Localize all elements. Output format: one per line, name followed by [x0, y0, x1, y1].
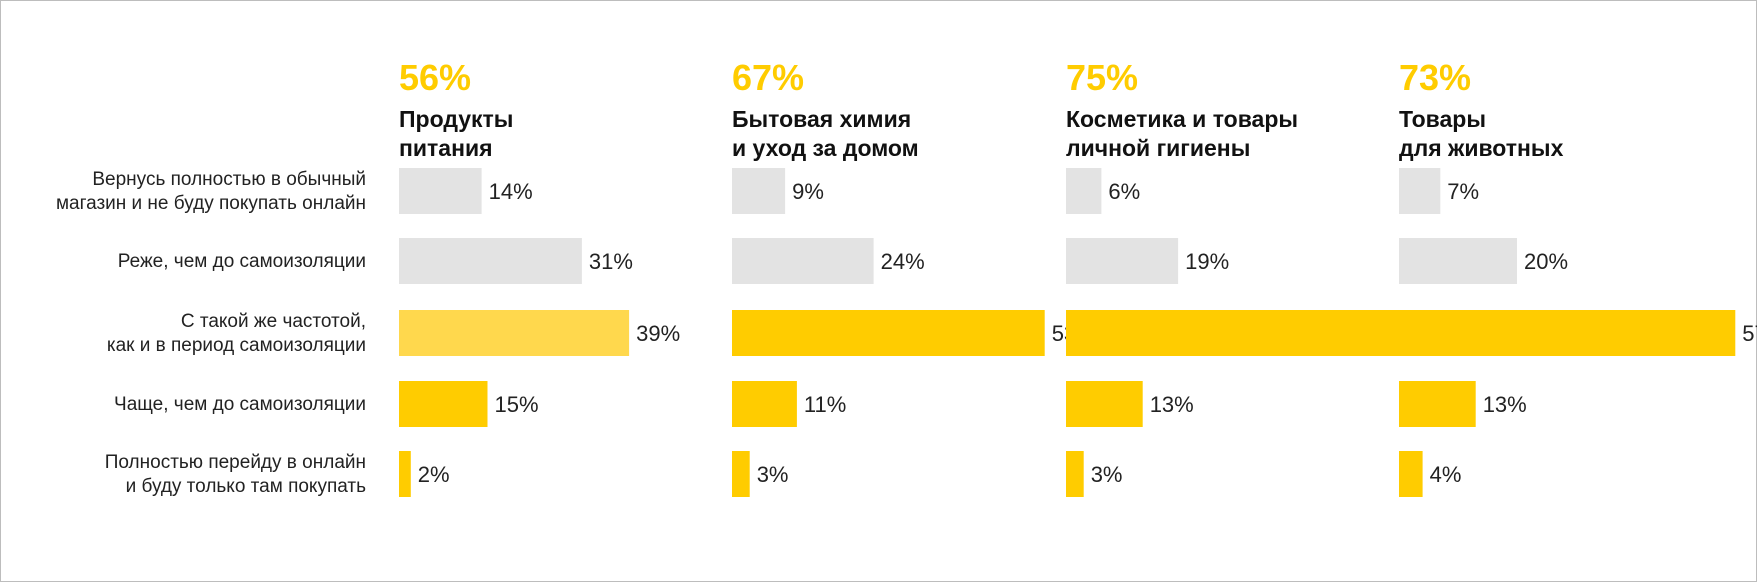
value-label: 24% — [881, 249, 925, 274]
panel-headline: 73% — [1399, 57, 1471, 98]
category-label: как и в период самоизоляции — [107, 335, 366, 356]
bar — [1399, 168, 1441, 214]
value-label: 4% — [1430, 462, 1462, 487]
bar — [732, 238, 874, 284]
category-label: Вернусь полностью в обычный — [92, 169, 366, 190]
panel-title: и уход за домом — [732, 135, 919, 161]
value-label: 57% — [1742, 321, 1757, 346]
bar — [399, 168, 482, 214]
bar — [399, 310, 630, 356]
bar — [1066, 451, 1084, 497]
category-label: Чаще, чем до самоизоляции — [114, 394, 366, 415]
panel-title: Бытовая химия — [732, 106, 911, 132]
value-label: 3% — [1091, 462, 1123, 487]
bar — [732, 381, 797, 427]
bar — [1399, 381, 1476, 427]
category-label: Полностью перейду в онлайн — [105, 452, 366, 473]
bar — [1066, 310, 1415, 356]
panel-title: Товары — [1399, 106, 1486, 132]
value-label: 9% — [792, 179, 824, 204]
panel-title: питания — [399, 135, 493, 161]
value-label: 20% — [1524, 249, 1568, 274]
value-label: 3% — [757, 462, 789, 487]
bar — [1066, 381, 1143, 427]
category-label: магазин и не буду покупать онлайн — [56, 193, 366, 214]
value-label: 14% — [489, 179, 533, 204]
value-label: 19% — [1185, 249, 1229, 274]
value-label: 15% — [495, 392, 539, 417]
value-label: 2% — [418, 462, 450, 487]
bar — [399, 381, 488, 427]
value-label: 7% — [1447, 179, 1479, 204]
value-label: 6% — [1108, 179, 1140, 204]
panel-headline: 56% — [399, 57, 471, 98]
panel-title: личной гигиены — [1066, 135, 1250, 161]
bar — [732, 451, 750, 497]
bar — [399, 451, 411, 497]
bar — [399, 238, 582, 284]
value-label: 13% — [1150, 392, 1194, 417]
bar — [1399, 451, 1423, 497]
panel-title: Продукты — [399, 106, 513, 132]
panel-headline: 75% — [1066, 57, 1138, 98]
value-label: 11% — [804, 392, 846, 417]
bar — [1399, 310, 1736, 356]
bar — [1066, 238, 1179, 284]
value-label: 31% — [589, 249, 633, 274]
bar — [732, 310, 1045, 356]
value-label: 39% — [636, 321, 680, 346]
category-label: и буду только там покупать — [126, 476, 367, 497]
panel-headline: 67% — [732, 57, 804, 98]
category-label: С такой же частотой, — [181, 311, 366, 332]
panel-title: Косметика и товары — [1066, 106, 1298, 132]
bar — [1399, 238, 1517, 284]
panel-title: для животных — [1399, 135, 1564, 161]
bar — [1066, 168, 1102, 214]
bar — [732, 168, 786, 214]
value-label: 13% — [1483, 392, 1527, 417]
category-label: Реже, чем до самоизоляции — [118, 251, 366, 272]
